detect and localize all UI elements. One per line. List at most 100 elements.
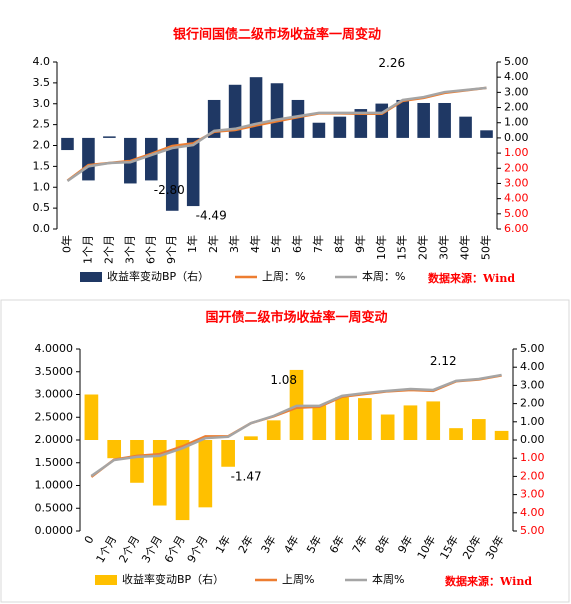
legend-label: 本周% xyxy=(372,572,404,586)
y-tick-label: 2.0 xyxy=(33,139,51,152)
bar xyxy=(198,440,213,508)
bar xyxy=(417,102,430,138)
y2-tick-label: 6.00 xyxy=(504,222,529,235)
x-tick-label: 50年 xyxy=(479,235,493,260)
y-tick-label: 1.0000 xyxy=(35,479,74,492)
bar xyxy=(333,116,347,138)
y-tick-label: 2.5 xyxy=(33,118,51,131)
x-tick-label: 2年 xyxy=(235,533,256,556)
y-tick-label: 0.5000 xyxy=(35,501,74,514)
x-tick-label: 10年 xyxy=(374,235,388,260)
y2-tick-label: 2.00 xyxy=(504,101,529,114)
y2-tick-label: 1.00 xyxy=(504,116,529,129)
y2-tick-label: 4.00 xyxy=(504,192,529,205)
x-tick-label: 6个月 xyxy=(162,534,188,566)
x-tick-label: 5年 xyxy=(269,235,283,253)
y-tick-label: 1.5000 xyxy=(35,456,74,469)
legend-label: 收益率变动BP（右） xyxy=(107,269,209,283)
x-tick-label: 9个月 xyxy=(185,534,211,566)
x-tick-label: 1个月 xyxy=(81,235,94,264)
y-tick-label: 2.0000 xyxy=(35,433,74,446)
bar xyxy=(291,99,305,138)
bar xyxy=(358,398,372,440)
bar xyxy=(403,405,418,440)
y2-tick-label: 3.00 xyxy=(520,378,545,391)
x-tick-label: 3个月 xyxy=(139,534,165,566)
bar xyxy=(426,401,441,440)
y2-tick-label: 2.00 xyxy=(520,397,545,410)
y2-tick-label: 2.00 xyxy=(520,469,545,482)
bar xyxy=(103,136,116,138)
x-tick-label: 9年 xyxy=(353,235,367,253)
value-label: 2.26 xyxy=(378,56,405,70)
x-tick-label: 3个月 xyxy=(123,235,136,264)
x-tick-label: 7年 xyxy=(349,533,370,556)
legend-label: 上周% xyxy=(282,573,314,586)
y2-tick-label: 3.00 xyxy=(504,85,529,98)
y2-tick-label: 4.00 xyxy=(520,506,545,519)
y2-tick-label: 1.00 xyxy=(520,451,545,464)
y-tick-label: 1.5 xyxy=(33,159,51,172)
x-tick-label: 10年 xyxy=(414,533,439,562)
y2-tick-label: 4.00 xyxy=(504,70,529,83)
bar xyxy=(145,137,158,181)
y2-tick-label: 4.00 xyxy=(520,360,545,373)
y2-tick-label: 5.00 xyxy=(504,207,529,220)
bar xyxy=(186,137,200,207)
x-tick-label: 6个月 xyxy=(144,235,157,264)
x-tick-label: 3年 xyxy=(258,533,279,556)
y-tick-label: 3.0 xyxy=(33,97,51,110)
y2-tick-label: 3.00 xyxy=(520,488,545,501)
bar xyxy=(494,430,509,440)
legend-label: 收益率变动BP（右） xyxy=(122,572,224,586)
y2-tick-label: 5.00 xyxy=(520,524,545,537)
x-tick-label: 7年 xyxy=(311,235,325,253)
y-tick-label: 0.0000 xyxy=(35,524,74,537)
y-tick-label: 0.0 xyxy=(33,222,51,235)
x-tick-label: 0年 xyxy=(59,235,73,253)
bar xyxy=(396,99,409,138)
x-tick-label: 20年 xyxy=(459,533,484,562)
bar xyxy=(438,102,451,138)
y2-tick-label: 1.00 xyxy=(504,146,529,159)
x-tick-label: 40年 xyxy=(458,235,472,260)
bar xyxy=(249,77,263,138)
bar xyxy=(335,397,349,440)
legend-label: 上周：% xyxy=(262,270,305,283)
y-tick-label: 3.0000 xyxy=(35,388,74,401)
source: 数据来源：Wind xyxy=(428,271,515,285)
x-tick-label: 9年 xyxy=(395,533,416,556)
bar xyxy=(312,122,326,138)
chart-frame xyxy=(0,299,570,603)
line xyxy=(66,86,487,183)
x-tick-label: 5年 xyxy=(303,533,324,556)
y-tick-label: 4.0000 xyxy=(35,342,74,355)
bar xyxy=(449,428,463,440)
y2-tick-label: 0.00 xyxy=(520,433,545,446)
x-tick-label: 20年 xyxy=(416,235,430,260)
bar xyxy=(270,83,284,138)
value-label: -2.80 xyxy=(154,183,185,197)
x-tick-label: 4年 xyxy=(248,235,262,253)
bar xyxy=(175,440,190,521)
chart-title: 银行间国债二级市场收益率一周变动 xyxy=(173,27,381,43)
x-tick-label: 2个月 xyxy=(102,235,115,264)
value-label: -1.47 xyxy=(231,469,262,483)
bar xyxy=(82,137,95,181)
bar xyxy=(459,116,472,138)
x-tick-label: 2个月 xyxy=(116,534,142,566)
x-tick-label: 4年 xyxy=(281,533,302,556)
x-tick-label: 8年 xyxy=(332,235,346,253)
x-tick-label: 1年 xyxy=(185,235,199,253)
line xyxy=(90,373,502,477)
x-tick-label: 30年 xyxy=(437,235,451,260)
y-tick-label: 4.0 xyxy=(33,55,51,68)
value-label: 2.12 xyxy=(430,354,457,368)
bar xyxy=(130,440,144,483)
x-tick-label: 6年 xyxy=(290,235,304,253)
y2-tick-label: 0.00 xyxy=(504,131,529,144)
y-tick-label: 2.5000 xyxy=(35,410,74,423)
x-tick-label: 0 xyxy=(82,534,97,547)
bar xyxy=(207,99,221,138)
y-tick-label: 0.5 xyxy=(33,201,51,214)
